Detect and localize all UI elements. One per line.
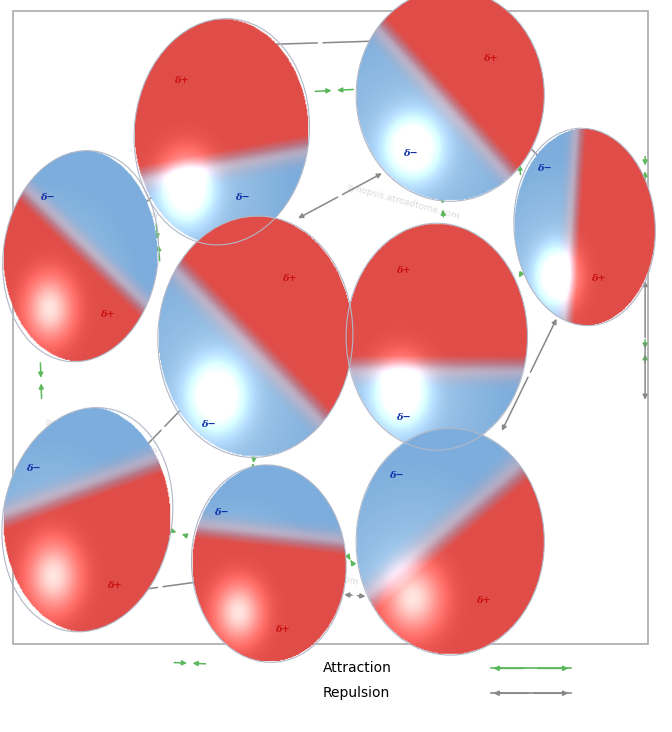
Text: δ−: δ−	[235, 193, 249, 202]
Text: δ−: δ−	[26, 464, 41, 473]
Text: synopsis.atroadtome.com: synopsis.atroadtome.com	[245, 315, 360, 354]
Text: δ−: δ−	[214, 508, 229, 517]
Text: synopsis.atroadtome.com: synopsis.atroadtome.com	[43, 417, 159, 456]
Text: δ−: δ−	[396, 413, 411, 422]
Text: Attraction: Attraction	[323, 661, 391, 676]
Text: δ+: δ+	[174, 76, 189, 85]
Text: δ+: δ+	[100, 310, 115, 319]
Text: δ+: δ+	[476, 596, 491, 605]
Text: Repulsion: Repulsion	[323, 686, 390, 701]
Bar	[13, 11, 648, 644]
Text: δ+: δ+	[282, 274, 296, 283]
Text: δ−: δ−	[201, 420, 216, 429]
Text: δ−: δ−	[403, 149, 417, 158]
Text: synopsis.atroadtome.com: synopsis.atroadtome.com	[43, 183, 159, 222]
Text: δ+: δ+	[396, 266, 411, 275]
Text: synopsis.atroadtome.com: synopsis.atroadtome.com	[245, 549, 360, 588]
Text: δ+: δ+	[483, 54, 498, 63]
Text: δ+: δ+	[275, 625, 290, 634]
Text: synopsis.atroadtome.com: synopsis.atroadtome.com	[345, 183, 461, 222]
Text: δ+: δ+	[591, 274, 605, 283]
Text: δ+: δ+	[107, 581, 122, 590]
Text: δ−: δ−	[40, 193, 54, 202]
Text: δ−: δ−	[537, 164, 552, 173]
Text: δ−: δ−	[389, 471, 404, 480]
